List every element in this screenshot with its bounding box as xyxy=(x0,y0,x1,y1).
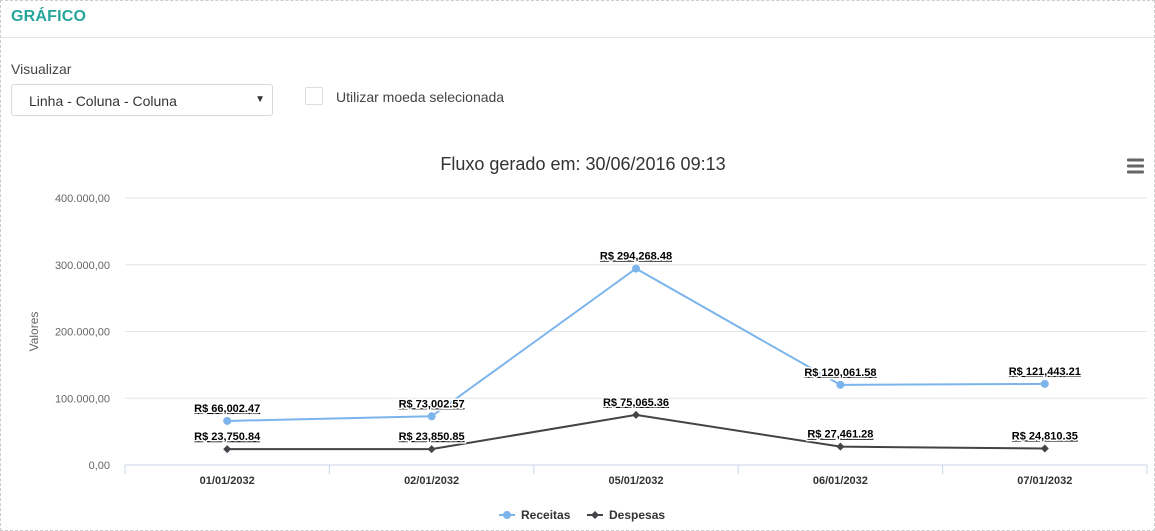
panel-header: GRÁFICO xyxy=(1,1,1154,38)
chart-title: Fluxo gerado em: 30/06/2016 09:13 xyxy=(440,154,725,174)
x-tick-label: 05/01/2032 xyxy=(608,475,663,487)
legend-marker xyxy=(591,511,599,519)
data-label: R$ 121,443.21 xyxy=(1009,366,1081,378)
panel-title: GRÁFICO xyxy=(11,8,87,25)
legend-marker xyxy=(503,511,511,519)
view-label: Visualizar xyxy=(11,61,72,77)
data-point[interactable] xyxy=(427,445,436,454)
data-point[interactable] xyxy=(223,416,232,425)
data-label: R$ 27,461.28 xyxy=(807,429,873,441)
line-chart: Fluxo gerado em: 30/06/2016 09:13 0,00 100… xyxy=(27,154,1148,522)
data-label: R$ 24,810.35 xyxy=(1012,430,1078,442)
legend-item-receitas[interactable]: Receitas xyxy=(499,508,571,522)
currency-checkbox[interactable] xyxy=(305,87,323,105)
data-label: R$ 23,850.85 xyxy=(399,431,465,443)
data-label: R$ 75,065.36 xyxy=(603,397,669,409)
view-select-value: Linha - Coluna - Coluna xyxy=(29,93,177,109)
legend-item-despesas[interactable]: Despesas xyxy=(587,508,665,522)
y-tick-label: 100.000,00 xyxy=(55,393,110,405)
view-select[interactable]: Linha - Coluna - Coluna ▼ xyxy=(11,84,273,116)
y-tick-label: 400.000,00 xyxy=(55,193,110,205)
x-tick-label: 07/01/2032 xyxy=(1017,475,1072,487)
y-tick-label: 300.000,00 xyxy=(55,260,110,272)
currency-checkbox-label: Utilizar moeda selecionada xyxy=(336,89,505,105)
chart-menu-icon[interactable] xyxy=(1127,158,1144,174)
data-point[interactable] xyxy=(836,380,845,389)
data-label: R$ 23,750.84 xyxy=(194,431,261,443)
data-label: R$ 120,061.58 xyxy=(804,367,876,379)
y-tick-label: 200.000,00 xyxy=(55,327,110,339)
data-point[interactable] xyxy=(632,410,640,419)
data-label: R$ 73,002.57 xyxy=(399,398,465,410)
y-tick-label: 0,00 xyxy=(89,460,110,472)
x-tick-label: 01/01/2032 xyxy=(200,475,255,487)
legend-label: Despesas xyxy=(609,508,665,522)
data-point[interactable] xyxy=(223,445,232,454)
y-axis-title: Valores xyxy=(27,312,41,352)
data-label: R$ 66,002.47 xyxy=(194,403,260,415)
data-label: R$ 294,268.48 xyxy=(600,251,672,263)
x-tick-label: 02/01/2032 xyxy=(404,475,459,487)
data-point[interactable] xyxy=(1040,379,1049,388)
data-point[interactable] xyxy=(427,412,436,421)
x-tick-label: 06/01/2032 xyxy=(813,475,868,487)
chevron-down-icon: ▼ xyxy=(255,94,265,105)
data-point[interactable] xyxy=(632,264,640,273)
data-point[interactable] xyxy=(1040,444,1049,453)
series-line-despesas xyxy=(227,413,1045,451)
data-point[interactable] xyxy=(836,442,845,451)
legend-label: Receitas xyxy=(521,508,571,522)
